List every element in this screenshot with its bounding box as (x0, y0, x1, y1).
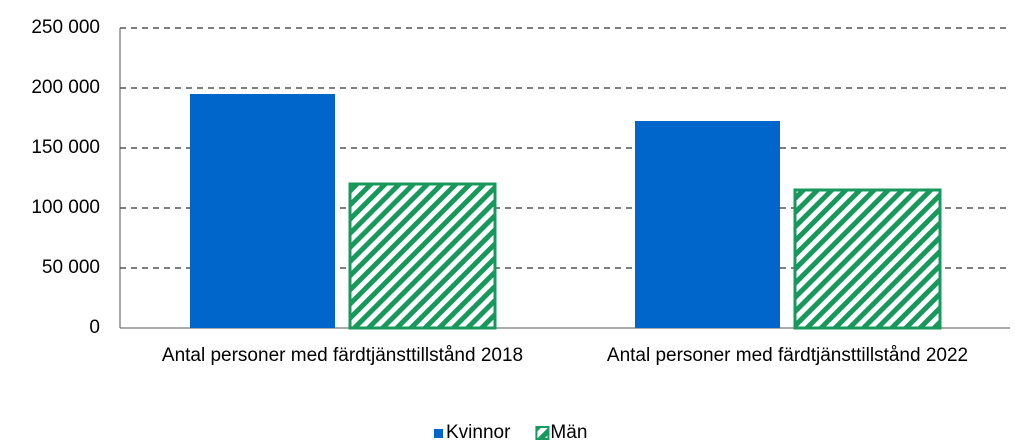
bar (635, 121, 780, 328)
legend-label: Kvinnor (446, 422, 511, 443)
y-tick-label: 50 000 (42, 257, 100, 278)
bar (348, 182, 497, 330)
bar (793, 188, 942, 330)
y-tick-label: 0 (89, 317, 100, 338)
legend-label: Män (550, 422, 587, 443)
y-tick-label: 200 000 (31, 77, 100, 98)
y-tick-label: 150 000 (31, 137, 100, 158)
bar (190, 94, 335, 328)
x-tick-label: Antal personer med färdtjänsttillstånd 2… (606, 345, 969, 366)
legend-swatch (535, 426, 550, 440)
y-tick-label: 100 000 (31, 197, 100, 218)
y-tick-label: 250 000 (31, 17, 100, 38)
x-tick-label: Antal personer med färdtjänsttillstånd 2… (161, 345, 524, 366)
legend-swatch (434, 429, 443, 438)
